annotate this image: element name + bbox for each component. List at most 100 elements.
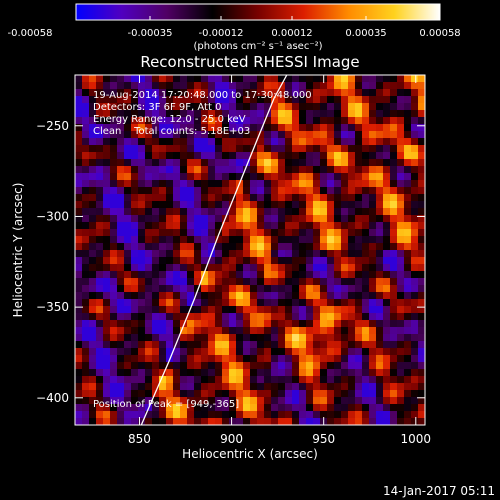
heatmap-cell	[271, 250, 279, 258]
heatmap-cell	[82, 103, 90, 111]
heatmap-cell	[103, 110, 111, 118]
heatmap-cell	[383, 208, 391, 216]
heatmap-cell	[271, 82, 279, 90]
heatmap-cell	[306, 341, 314, 349]
heatmap-cell	[138, 376, 146, 384]
heatmap-cell	[292, 131, 300, 139]
heatmap-cell	[355, 355, 363, 363]
heatmap-cell	[89, 404, 97, 412]
heatmap-cell	[180, 271, 188, 279]
heatmap-cell	[208, 187, 216, 195]
heatmap-cell	[278, 278, 286, 286]
heatmap-cell	[404, 89, 412, 97]
heatmap-cell	[152, 383, 160, 391]
heatmap-cell	[166, 306, 174, 314]
heatmap-cell	[131, 229, 139, 237]
heatmap-cell	[264, 124, 272, 132]
heatmap-cell	[306, 103, 314, 111]
heatmap-cell	[334, 250, 342, 258]
heatmap-cell	[278, 299, 286, 307]
heatmap-cell	[285, 75, 293, 83]
heatmap-cell	[75, 145, 83, 153]
heatmap-cell	[194, 117, 202, 125]
heatmap-cell	[404, 208, 412, 216]
heatmap-cell	[292, 89, 300, 97]
heatmap-cell	[110, 383, 118, 391]
heatmap-cell	[355, 215, 363, 223]
heatmap-cell	[229, 285, 237, 293]
heatmap-cell	[257, 103, 265, 111]
heatmap-cell	[103, 187, 111, 195]
heatmap-cell	[348, 166, 356, 174]
heatmap-cell	[173, 103, 181, 111]
heatmap-cell	[404, 369, 412, 377]
heatmap-cell	[124, 327, 132, 335]
heatmap-cell	[327, 306, 335, 314]
heatmap-cell	[250, 292, 258, 300]
heatmap-cell	[208, 418, 216, 425]
heatmap-cell	[208, 257, 216, 265]
heatmap-cell	[243, 418, 251, 425]
heatmap-cell	[145, 236, 153, 244]
heatmap-cell	[215, 117, 223, 125]
heatmap-cell	[404, 376, 412, 384]
heatmap-cell	[257, 194, 265, 202]
heatmap-cell	[82, 320, 90, 328]
heatmap-cell	[166, 397, 174, 405]
heatmap-cell	[404, 362, 412, 370]
heatmap-cell	[236, 194, 244, 202]
heatmap-cell	[145, 124, 153, 132]
heatmap-cell	[194, 131, 202, 139]
heatmap-cell	[348, 208, 356, 216]
heatmap-cell	[313, 208, 321, 216]
heatmap-cell	[411, 173, 419, 181]
heatmap-cell	[348, 89, 356, 97]
heatmap-cell	[89, 124, 97, 132]
heatmap-cell	[117, 278, 125, 286]
heatmap-cell	[341, 278, 349, 286]
heatmap-cell	[327, 124, 335, 132]
heatmap-cell	[313, 229, 321, 237]
heatmap-cell	[138, 152, 146, 160]
heatmap-cell	[222, 117, 230, 125]
heatmap-cell	[117, 180, 125, 188]
heatmap-cell	[264, 271, 272, 279]
heatmap-cell	[201, 152, 209, 160]
heatmap-cell	[327, 117, 335, 125]
heatmap-cell	[369, 131, 377, 139]
heatmap-cell	[411, 201, 419, 209]
heatmap-cell	[257, 215, 265, 223]
heatmap-cell	[334, 110, 342, 118]
heatmap-cell	[348, 229, 356, 237]
heatmap-cell	[264, 411, 272, 419]
heatmap-cell	[313, 369, 321, 377]
heatmap-cell	[418, 243, 425, 251]
heatmap-cell	[264, 173, 272, 181]
heatmap-cell	[418, 390, 425, 398]
heatmap-cell	[313, 334, 321, 342]
heatmap-cell	[229, 418, 237, 425]
heatmap-cell	[166, 334, 174, 342]
heatmap-cell	[264, 187, 272, 195]
heatmap-cell	[75, 250, 83, 258]
colorbar-tick-label: -0.00035	[128, 28, 173, 39]
heatmap-cell	[82, 292, 90, 300]
heatmap-cell	[103, 376, 111, 384]
heatmap-cell	[152, 229, 160, 237]
heatmap-cell	[222, 397, 230, 405]
heatmap-cell	[376, 180, 384, 188]
heatmap-cell	[327, 376, 335, 384]
heatmap-cell	[208, 166, 216, 174]
heatmap-cell	[411, 292, 419, 300]
heatmap-cell	[117, 327, 125, 335]
heatmap-cell	[103, 89, 111, 97]
heatmap-cell	[369, 299, 377, 307]
heatmap-cell	[208, 264, 216, 272]
heatmap-cell	[397, 348, 405, 356]
heatmap-cell	[173, 271, 181, 279]
heatmap-cell	[250, 180, 258, 188]
heatmap-cell	[145, 369, 153, 377]
heatmap-cell	[404, 131, 412, 139]
heatmap-cell	[250, 418, 258, 425]
heatmap-cell	[187, 348, 195, 356]
